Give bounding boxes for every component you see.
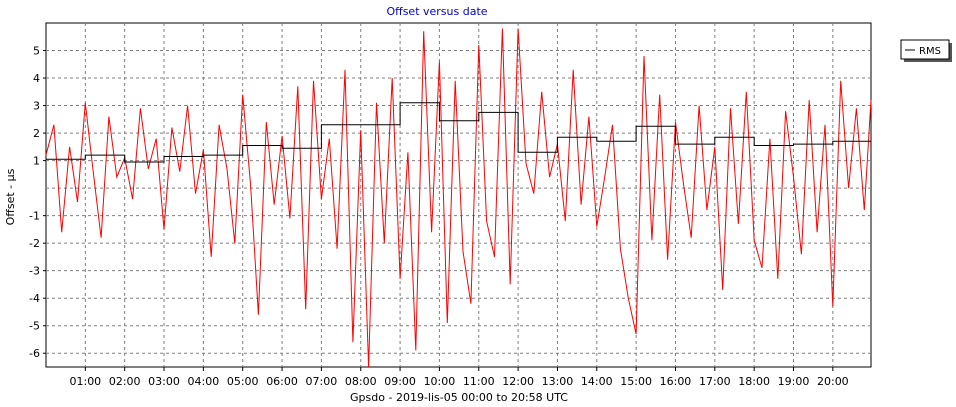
series-line-rms	[46, 102, 871, 163]
x-tick-label: 07:00	[306, 375, 338, 388]
legend: RMS	[900, 39, 952, 62]
x-tick-label: 03:00	[148, 375, 180, 388]
x-tick-label: 08:00	[345, 375, 377, 388]
y-tick-label: -2	[29, 237, 40, 250]
x-tick-label: 12:00	[502, 375, 534, 388]
x-axis-label: Gpsdo - 2019-lis-05 00:00 to 20:58 UTC	[350, 391, 568, 404]
x-tick-label: 20:00	[817, 375, 849, 388]
legend-box	[900, 39, 950, 60]
series-line-offset	[45, 28, 872, 368]
x-tick-label: 04:00	[188, 375, 220, 388]
y-tick-label: -4	[29, 292, 40, 305]
x-tick-label: 13:00	[542, 375, 574, 388]
x-tick-label: 19:00	[778, 375, 810, 388]
y-tick-label: -5	[29, 320, 40, 333]
y-axis-label: Offset - µs	[4, 168, 17, 225]
y-tick-label: 3	[33, 100, 40, 113]
x-tick-label: 10:00	[424, 375, 456, 388]
y-tick-label: -3	[29, 265, 40, 278]
chart-title: Offset versus date	[386, 5, 487, 18]
x-tick-label: 11:00	[463, 375, 495, 388]
y-tick-label: -6	[29, 347, 40, 360]
x-tick-label: 15:00	[620, 375, 652, 388]
x-tick-label: 02:00	[109, 375, 141, 388]
x-tick-label: 14:00	[581, 375, 613, 388]
x-tick-label: 05:00	[227, 375, 259, 388]
legend-rms-label: RMS	[919, 46, 941, 57]
y-tick-label: 5	[33, 45, 40, 58]
x-tick-label: 18:00	[738, 375, 770, 388]
y-tick-label: 1	[33, 155, 40, 168]
y-tick-label: 4	[33, 72, 40, 85]
plot-area: 5 4 3 2 1 -1 -2 -3 -4 -5 -6 01:00 02:00 03:00 04:00 05:…	[29, 22, 872, 388]
x-tick-label: 06:00	[266, 375, 298, 388]
y-tick-label: -1	[29, 210, 40, 223]
x-tick-label: 17:00	[699, 375, 731, 388]
x-tick-label: 01:00	[69, 375, 101, 388]
plot-frame	[45, 22, 872, 368]
x-tick-label: 09:00	[384, 375, 416, 388]
y-tick-label: 2	[33, 127, 40, 140]
x-tick-label: 16:00	[660, 375, 692, 388]
